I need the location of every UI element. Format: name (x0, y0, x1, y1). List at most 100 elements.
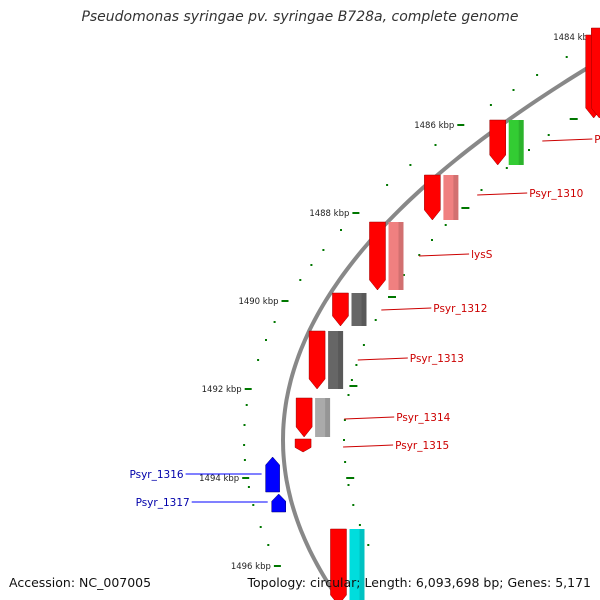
gene-feature[interactable]: lysS (369, 221, 493, 291)
length-value: 6,093,698 bp; (415, 575, 504, 590)
gene-label-leader (343, 444, 394, 448)
minor-tick (267, 544, 270, 546)
category-bar (315, 398, 331, 437)
minor-tick (350, 379, 353, 381)
tick-label: 1488 kbp (309, 209, 349, 219)
genome-stats: Topology: circular; Length: 6,093,698 bp; Ge… (247, 575, 591, 590)
minor-tick (480, 189, 483, 191)
gene-label[interactable]: Psyr_1314 (396, 412, 450, 424)
topology-value: circular; (309, 575, 361, 590)
minor-tick (367, 544, 370, 546)
minor-tick (310, 264, 313, 266)
forward-cds-arrow[interactable] (308, 330, 326, 390)
minor-tick (402, 274, 405, 276)
genome-title: Pseudomonas syringae pv. syringae B728a,… (81, 9, 519, 25)
tick-label: 1486 kbp (414, 121, 454, 131)
forward-cds-arrow[interactable] (489, 119, 506, 166)
category-bar (349, 529, 365, 600)
category-bar-shade (398, 222, 404, 290)
minor-tick (243, 444, 246, 446)
forward-cds-arrow[interactable] (294, 438, 312, 453)
minor-tick (512, 89, 515, 91)
gene-label-leader (344, 416, 395, 420)
forward-cds-arrow[interactable] (369, 221, 386, 291)
minor-tick (409, 164, 412, 166)
minor-tick (374, 319, 377, 321)
minor-tick (355, 364, 358, 366)
gene-feature[interactable]: Psyr_1315 (294, 438, 449, 453)
gene-feature[interactable]: Psyr_1310 (424, 174, 583, 221)
forward-cds-arrow[interactable] (295, 397, 313, 438)
genes-label: Genes: (507, 575, 552, 590)
category-bar (328, 331, 344, 389)
minor-tick (362, 344, 365, 346)
forward-cds-arrow[interactable] (424, 174, 441, 221)
category-bar (508, 120, 524, 165)
minor-tick (344, 461, 347, 463)
accession-info: Accession: NC_007005 (9, 575, 151, 590)
gene-label-leader (477, 192, 528, 196)
minor-tick (273, 321, 276, 323)
forward-cds-arrow[interactable] (591, 27, 600, 119)
genome-backbone (280, 58, 600, 600)
category-bar (443, 175, 459, 220)
minor-tick (265, 339, 267, 341)
length-label: Length: (364, 575, 412, 590)
minor-tick (431, 239, 433, 241)
gene-label-leader (381, 307, 432, 311)
category-bar-shade (325, 398, 331, 437)
gene-feature[interactable]: Psyr_1316 (129, 456, 280, 493)
category-bar (351, 293, 367, 326)
tick-label: 1484 kbp (553, 33, 593, 43)
accession-value: NC_007005 (79, 575, 152, 590)
gene-feature[interactable]: Psyr_1313 (308, 330, 464, 390)
minor-tick (358, 524, 361, 526)
minor-tick (352, 504, 355, 506)
genes-value: 5,171 (555, 575, 591, 590)
gene-label[interactable]: Psyr_1315 (395, 440, 449, 452)
gene-label[interactable]: Psyr_1310 (529, 188, 583, 200)
category-bar-shade (518, 120, 524, 165)
gene-feature[interactable]: Psyr_1309 (489, 27, 600, 166)
minor-tick (386, 184, 389, 186)
minor-tick (434, 144, 437, 146)
forward-cds-arrow[interactable] (330, 528, 347, 600)
minor-tick (547, 134, 550, 136)
gene-feature[interactable]: Psyr_1314 (295, 397, 451, 438)
gene-feature[interactable]: Psyr_1317 (136, 493, 286, 513)
gene-label-leader (419, 253, 470, 257)
minor-tick (247, 486, 250, 488)
gene-label-leader (357, 357, 408, 361)
minor-tick (444, 224, 447, 226)
gene-label[interactable]: Psyr_1312 (433, 303, 487, 315)
gene-label[interactable]: Psyr_1317 (136, 497, 190, 509)
minor-tick (299, 279, 302, 281)
minor-tick (343, 419, 346, 421)
reverse-cds-arrow[interactable] (265, 456, 280, 493)
category-bar-shade (361, 293, 367, 326)
gene-label[interactable]: Psyr_1313 (410, 353, 464, 365)
minor-tick (243, 424, 246, 426)
topology-label: Topology: (247, 575, 306, 590)
minor-tick (259, 526, 262, 528)
gene-label[interactable]: Psyr_1309 (594, 134, 600, 146)
gene-label[interactable]: Psyr_1316 (129, 469, 183, 481)
gene-feature[interactable]: Psyr_1312 (332, 292, 487, 327)
minor-tick (257, 359, 260, 361)
category-bar-shade (338, 331, 344, 389)
tick-label: 1490 kbp (238, 297, 278, 307)
minor-tick (322, 249, 325, 251)
gene-label[interactable]: lysS (471, 249, 493, 261)
minor-tick (565, 56, 568, 58)
gene-feature[interactable] (330, 528, 365, 600)
minor-tick (489, 104, 492, 106)
accession-label: Accession: (9, 575, 76, 590)
forward-cds-arrow[interactable] (332, 292, 349, 327)
minor-tick (536, 74, 539, 76)
reverse-cds-arrow[interactable] (271, 493, 286, 513)
tick-label: 1492 kbp (202, 385, 242, 395)
minor-tick (347, 394, 350, 396)
category-bar-shade (453, 175, 459, 220)
